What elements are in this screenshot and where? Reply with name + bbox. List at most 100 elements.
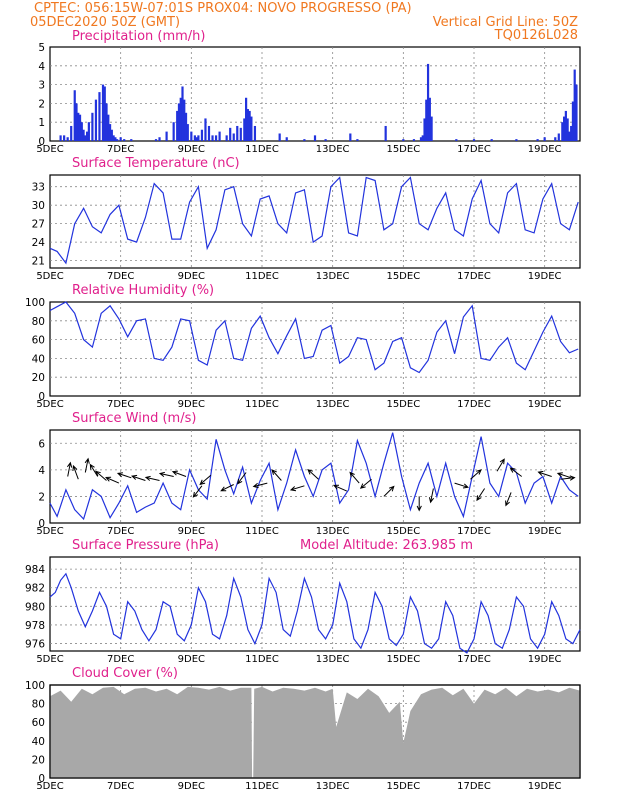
precip-bar bbox=[84, 135, 87, 141]
precip-bar bbox=[472, 139, 476, 141]
precip-bar bbox=[218, 131, 221, 141]
wind-vector-arrow bbox=[470, 469, 482, 480]
rh-x-tick-label: 9DEC bbox=[178, 399, 205, 410]
temperature-title: Surface Temperature (nC) bbox=[72, 156, 240, 171]
precip-bar bbox=[112, 135, 115, 141]
cloud-x-tick-label: 19DEC bbox=[528, 781, 562, 792]
precip-x-tick-label: 11DEC bbox=[245, 144, 279, 155]
header-run-date: 05DEC2020 50Z (GMT) bbox=[30, 15, 180, 30]
cloud-x-tick-label: 7DEC bbox=[107, 781, 134, 792]
temp-x-tick-label: 7DEC bbox=[107, 271, 134, 282]
humidity-panel: Relative Humidity (%) 5DEC 7DEC 9DEC 11DEC 1… bbox=[25, 283, 581, 410]
precip-plot-frame bbox=[49, 46, 581, 142]
wind-vector-arrow bbox=[131, 474, 146, 481]
wind-vector-arrow bbox=[271, 469, 282, 481]
wind-vector-arrow bbox=[454, 482, 469, 489]
precip-bar bbox=[66, 137, 69, 141]
precip-bar bbox=[158, 137, 161, 141]
precip-bar bbox=[246, 109, 249, 141]
wind-vector-arrow bbox=[496, 458, 505, 472]
precip-bar bbox=[91, 112, 94, 141]
precip-bar bbox=[186, 124, 189, 141]
wind-x-tick-label: 7DEC bbox=[107, 526, 134, 537]
precip-bar bbox=[426, 63, 430, 141]
precip-bar bbox=[278, 133, 281, 141]
precip-bar bbox=[101, 84, 105, 141]
rh-x-tick-label: 5DEC bbox=[36, 399, 63, 410]
precip-bar bbox=[515, 139, 518, 141]
wind-vector-arrow bbox=[307, 469, 319, 480]
header-grid-note: Vertical Grid Line: 50Z bbox=[433, 15, 578, 30]
cloud-y-tick-label: 100 bbox=[25, 680, 45, 692]
header-model-id: TQ0126L028 bbox=[494, 28, 578, 43]
humidity-title: Relative Humidity (%) bbox=[72, 283, 214, 298]
temp-y-tick-label: 21 bbox=[32, 256, 45, 268]
wind-vector-arrow bbox=[105, 476, 120, 484]
cloud-x-tick-label: 17DEC bbox=[457, 781, 491, 792]
pres-x-tick-label: 13DEC bbox=[316, 654, 350, 665]
precip-bar bbox=[207, 125, 211, 141]
precip-bar bbox=[557, 133, 560, 141]
precip-bar bbox=[423, 118, 426, 141]
precip-x-tick-label: 19DEC bbox=[528, 144, 562, 155]
precip-bar bbox=[172, 122, 175, 141]
precip-bar bbox=[575, 84, 578, 141]
precip-bar bbox=[571, 101, 575, 141]
temp-x-tick-label: 5DEC bbox=[36, 271, 63, 282]
precip-bar bbox=[114, 137, 117, 141]
rh-x-tick-label: 19DEC bbox=[528, 399, 562, 410]
wind-vector-arrow bbox=[509, 467, 522, 477]
cloud-x-tick-label: 5DEC bbox=[36, 781, 63, 792]
rh-y-tick-label: 60 bbox=[32, 335, 45, 347]
cloud-y-tick-label: 40 bbox=[32, 736, 45, 748]
wind-x-tick-label: 9DEC bbox=[178, 526, 205, 537]
precip-y-tick-label: 2 bbox=[38, 98, 45, 110]
precip-bar bbox=[204, 118, 207, 141]
wind-vector-arrow bbox=[158, 471, 174, 477]
wind-vector-arrow bbox=[220, 484, 234, 492]
precip-bar bbox=[384, 125, 387, 141]
precip-bar bbox=[564, 110, 567, 141]
precip-bar bbox=[356, 139, 359, 141]
precip-bar bbox=[455, 139, 458, 141]
pres-x-tick-label: 15DEC bbox=[386, 654, 420, 665]
temp-y-tick-label: 27 bbox=[32, 219, 45, 231]
pres-series-line bbox=[49, 572, 581, 654]
wind-vector-arrow bbox=[116, 472, 132, 479]
precip-bar bbox=[184, 112, 188, 141]
temp-series-line bbox=[49, 176, 579, 265]
precip-y-tick-label: 4 bbox=[38, 61, 45, 73]
pres-x-tick-label: 9DEC bbox=[178, 654, 205, 665]
cloud-x-tick-label: 13DEC bbox=[316, 781, 350, 792]
precip-bar bbox=[75, 103, 78, 141]
precip-bar bbox=[154, 139, 158, 141]
precip-bar bbox=[105, 103, 108, 141]
precip-bar bbox=[543, 137, 546, 141]
precip-bar bbox=[77, 112, 80, 141]
wind-vector-arrow bbox=[95, 470, 107, 481]
cloud-x-tick-label: 15DEC bbox=[386, 781, 420, 792]
precip-bar bbox=[87, 122, 90, 141]
model-altitude-note: Model Altitude: 263.985 m bbox=[300, 538, 473, 553]
temp-x-tick-label: 19DEC bbox=[528, 271, 562, 282]
cloud-cover-panel: Cloud Cover (%) 5DEC 7DEC 9DEC 11DEC 13DEC 15… bbox=[25, 666, 581, 792]
precip-bar bbox=[250, 116, 253, 141]
precip-bar bbox=[78, 114, 82, 141]
wind-vector-arrow bbox=[67, 461, 73, 477]
precip-x-tick-label: 17DEC bbox=[457, 144, 491, 155]
precip-bar bbox=[119, 137, 122, 141]
wind-vector-arrow bbox=[144, 475, 160, 481]
wind-vector-arrow bbox=[383, 485, 395, 497]
precip-y-tick-label: 1 bbox=[38, 117, 45, 129]
precip-bar bbox=[123, 139, 126, 141]
rh-x-tick-label: 17DEC bbox=[457, 399, 491, 410]
rh-x-tick-label: 7DEC bbox=[107, 399, 134, 410]
cloud-cover-area bbox=[50, 686, 580, 778]
precip-bar bbox=[70, 125, 73, 141]
wind-vector-arrow bbox=[89, 463, 99, 477]
precip-bar bbox=[566, 118, 569, 141]
precip-bar bbox=[107, 114, 110, 141]
precip-bar bbox=[248, 110, 251, 141]
rh-x-tick-label: 11DEC bbox=[245, 399, 279, 410]
